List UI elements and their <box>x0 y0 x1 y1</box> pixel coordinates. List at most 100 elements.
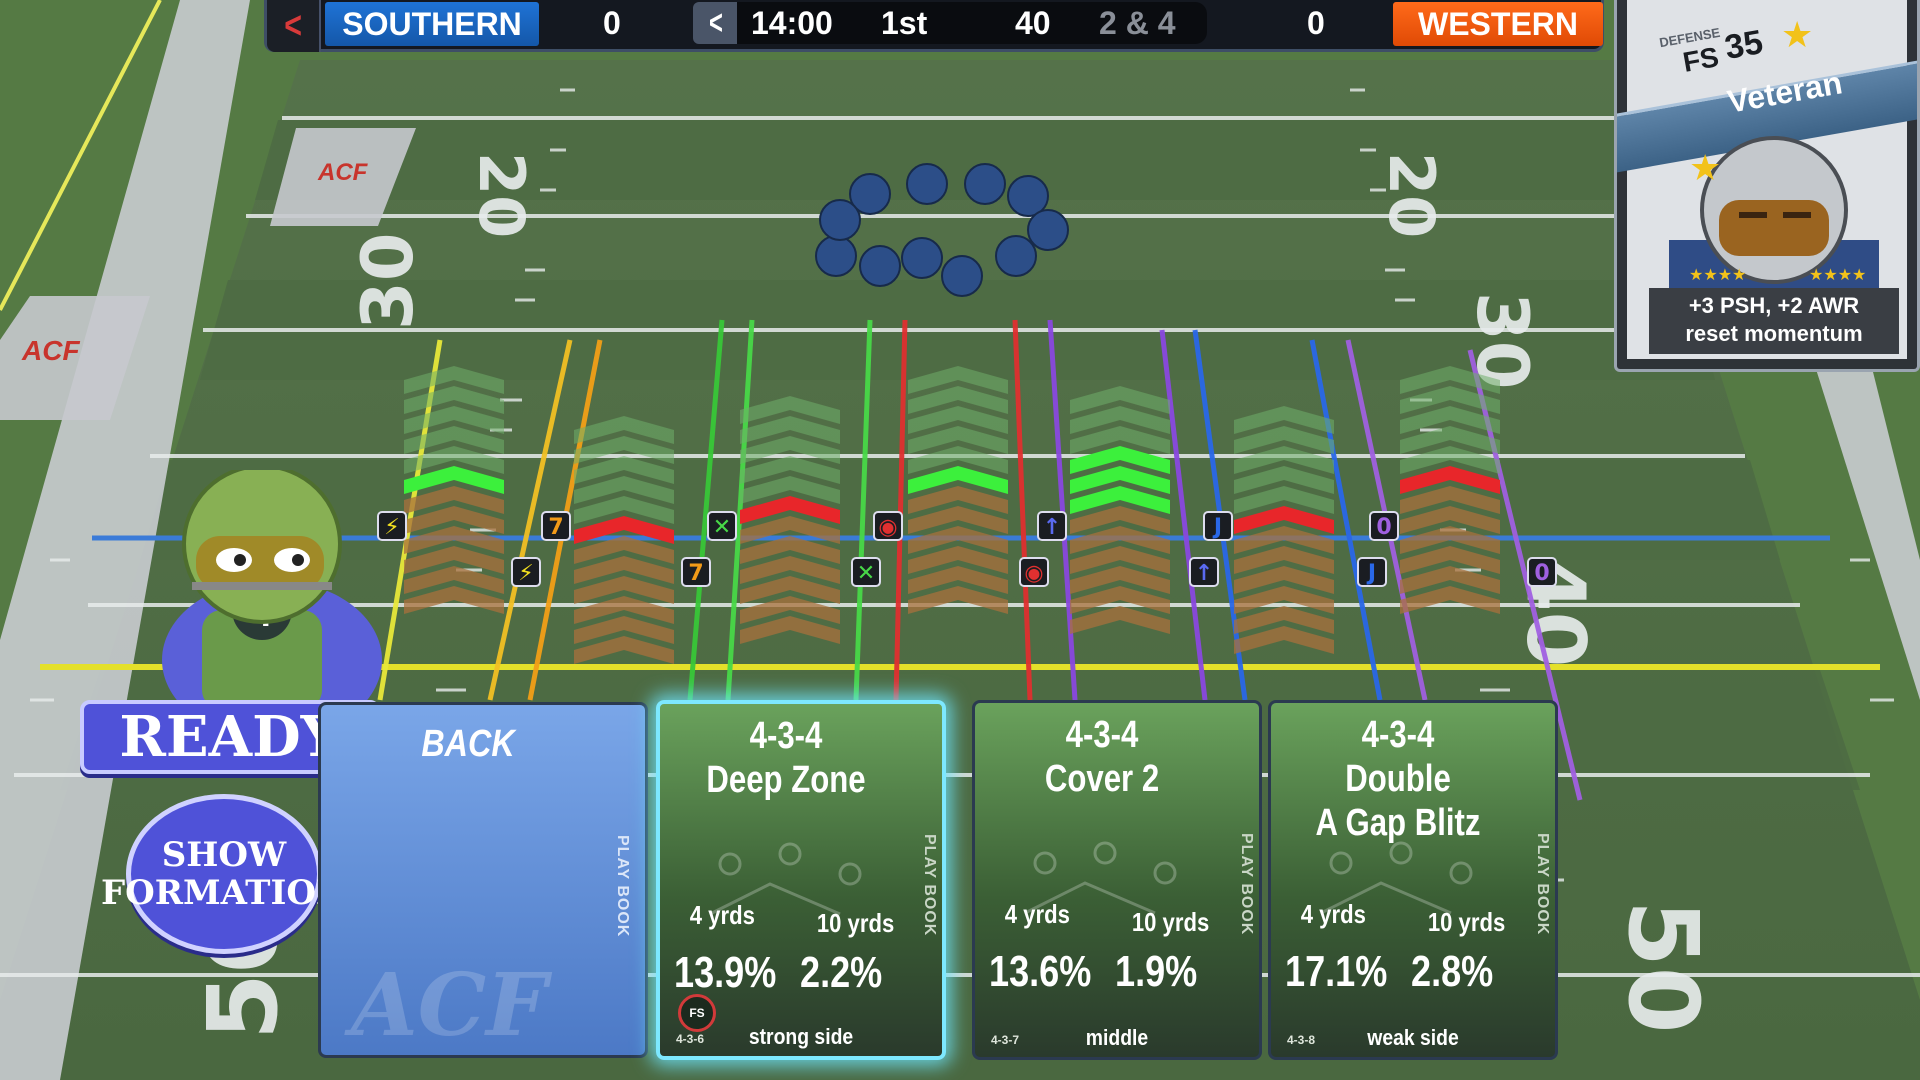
x-mark-icon: ✕ <box>707 511 737 541</box>
lane-chevron <box>404 366 504 394</box>
svg-text:0: 0 <box>1376 515 1391 540</box>
lane-chevron <box>740 596 840 624</box>
short-yards-label: 4 yrds <box>1300 899 1366 929</box>
game-clock: 14:00 <box>751 4 833 41</box>
home-score: 0 <box>603 5 621 41</box>
play-card[interactable]: 4-3-4 Deep Zone PLAY BOOK 4 yrds 10 yrds… <box>656 700 946 1060</box>
play-name: 4-3-4 Cover 2 <box>998 713 1206 801</box>
svg-text:↑: ↑ <box>1195 561 1213 586</box>
lane-chevron <box>908 466 1008 494</box>
acf-logo: ACF <box>351 955 548 1056</box>
lane-chevron <box>1400 546 1500 574</box>
lane-chevron <box>404 426 504 454</box>
zero-icon: 0 <box>1369 511 1399 541</box>
svg-text:⚡: ⚡ <box>518 561 533 586</box>
back-card[interactable]: BACK PLAY BOOK ACF <box>318 702 648 1058</box>
play-card[interactable]: 4-3-4 Cover 2 PLAY BOOK 4 yrds 10 yrds 1… <box>972 700 1262 1060</box>
long-yards-pct: 2.8% <box>1411 947 1494 996</box>
player-bonus: +3 PSH, +2 AWR reset momentum <box>1649 288 1899 354</box>
play-zone: weak side <box>1367 1025 1459 1050</box>
eye-icon: ◉ <box>873 511 903 541</box>
lane-chevron <box>1234 526 1334 554</box>
lane-chevron <box>574 616 674 644</box>
show-formation-label: FORMATION <box>100 873 348 913</box>
svg-text:★★★★: ★★★★ <box>1689 265 1746 284</box>
svg-text:⚡: ⚡ <box>384 515 399 540</box>
play-card[interactable]: 4-3-4 Double A Gap Blitz PLAY BOOK 4 yrd… <box>1268 700 1558 1060</box>
long-yards-pct: 1.9% <box>1115 947 1198 996</box>
lane-chevron <box>740 476 840 504</box>
svg-text:7: 7 <box>548 515 563 540</box>
svg-text:↑: ↑ <box>1043 515 1061 540</box>
arrow-up-icon: ↑ <box>1037 511 1067 541</box>
lane-chevron <box>404 506 504 534</box>
player-card[interactable]: DEFENSE FS 35 ★ Veteran ★ ★★★★ ★★★★ +3 P… <box>1614 0 1920 372</box>
star-icon: ★ <box>1781 14 1814 55</box>
lane-chevron <box>574 636 674 664</box>
lane-chevron <box>1070 426 1170 454</box>
lane-chevron <box>740 416 840 444</box>
lane-chevron <box>1400 426 1500 454</box>
player-portrait: ★ ★★★★ ★★★★ <box>1669 136 1879 300</box>
short-yards-pct: 17.1% <box>1285 947 1388 996</box>
offense-huddle <box>815 163 1069 297</box>
lane-chevron <box>574 436 674 464</box>
lane-chevron <box>908 366 1008 394</box>
short-yards-pct: 13.9% <box>674 948 777 997</box>
player-position: FS <box>1680 41 1722 78</box>
seven-icon: 7 <box>541 511 571 541</box>
lane-chevron <box>1400 366 1500 394</box>
lane-chevron <box>574 556 674 584</box>
play-code: 4-3-7 <box>991 1033 1020 1047</box>
svg-text:7: 7 <box>688 561 703 586</box>
clock-collapse-button[interactable]: < <box>693 2 739 44</box>
player-badge: FS <box>678 994 716 1032</box>
lane-chevron <box>1234 546 1334 574</box>
lane-chevron <box>1400 386 1500 414</box>
lane-chevron <box>574 496 674 524</box>
lane-chevron <box>404 466 504 494</box>
play-title: Deep Zone <box>706 759 866 801</box>
lane-chevron <box>908 586 1008 614</box>
svg-text:★: ★ <box>1689 148 1721 189</box>
bonus-effect: reset momentum <box>1685 321 1863 346</box>
lane-chevron <box>740 556 840 584</box>
yard-number: 30 <box>347 233 429 330</box>
lane-chevron <box>404 446 504 474</box>
play-name: 4-3-4 Deep Zone <box>683 714 890 802</box>
lane-chevron <box>1070 486 1170 514</box>
lane-chevrons <box>404 366 1500 664</box>
zero-icon: 0 <box>1527 557 1557 587</box>
lane-chevron <box>1070 506 1170 534</box>
chevron-left-icon: < <box>284 4 302 47</box>
lane-chevron <box>908 426 1008 454</box>
lane-chevron <box>740 436 840 464</box>
lane-chevron <box>1234 466 1334 494</box>
bonus-stats: +3 PSH, +2 AWR <box>1688 293 1860 318</box>
svg-text:0: 0 <box>1534 561 1549 586</box>
back-card-label: BACK <box>421 723 515 765</box>
lane-chevron <box>908 386 1008 414</box>
playbook-label: PLAY BOOK <box>614 835 631 938</box>
play-diagram <box>1024 841 1177 915</box>
play-code: 4-3-8 <box>1287 1033 1316 1047</box>
show-formation-button[interactable]: SHOW FORMATION <box>101 794 347 954</box>
long-yards-pct: 2.2% <box>800 948 883 997</box>
lane-chevron <box>1234 566 1334 594</box>
play-title: A Gap Blitz <box>1315 802 1481 844</box>
lane-chevron <box>908 526 1008 554</box>
play-formation: 4-3-4 <box>1361 714 1435 756</box>
x-mark-icon: ✕ <box>851 557 881 587</box>
lane-chevron <box>740 496 840 524</box>
lane-chevron <box>1234 606 1334 634</box>
lane-chevron <box>908 506 1008 534</box>
lane-chevron <box>1234 506 1334 534</box>
play-zone: middle <box>1085 1025 1149 1050</box>
short-yards-label: 4 yrds <box>1004 899 1070 929</box>
lane-chevron <box>908 446 1008 474</box>
back-button[interactable]: < <box>267 0 321 52</box>
lane-chevron <box>1070 526 1170 554</box>
lane-chevron <box>1070 446 1170 474</box>
show-formation-label: SHOW <box>161 835 287 875</box>
lane-chevron <box>574 516 674 544</box>
